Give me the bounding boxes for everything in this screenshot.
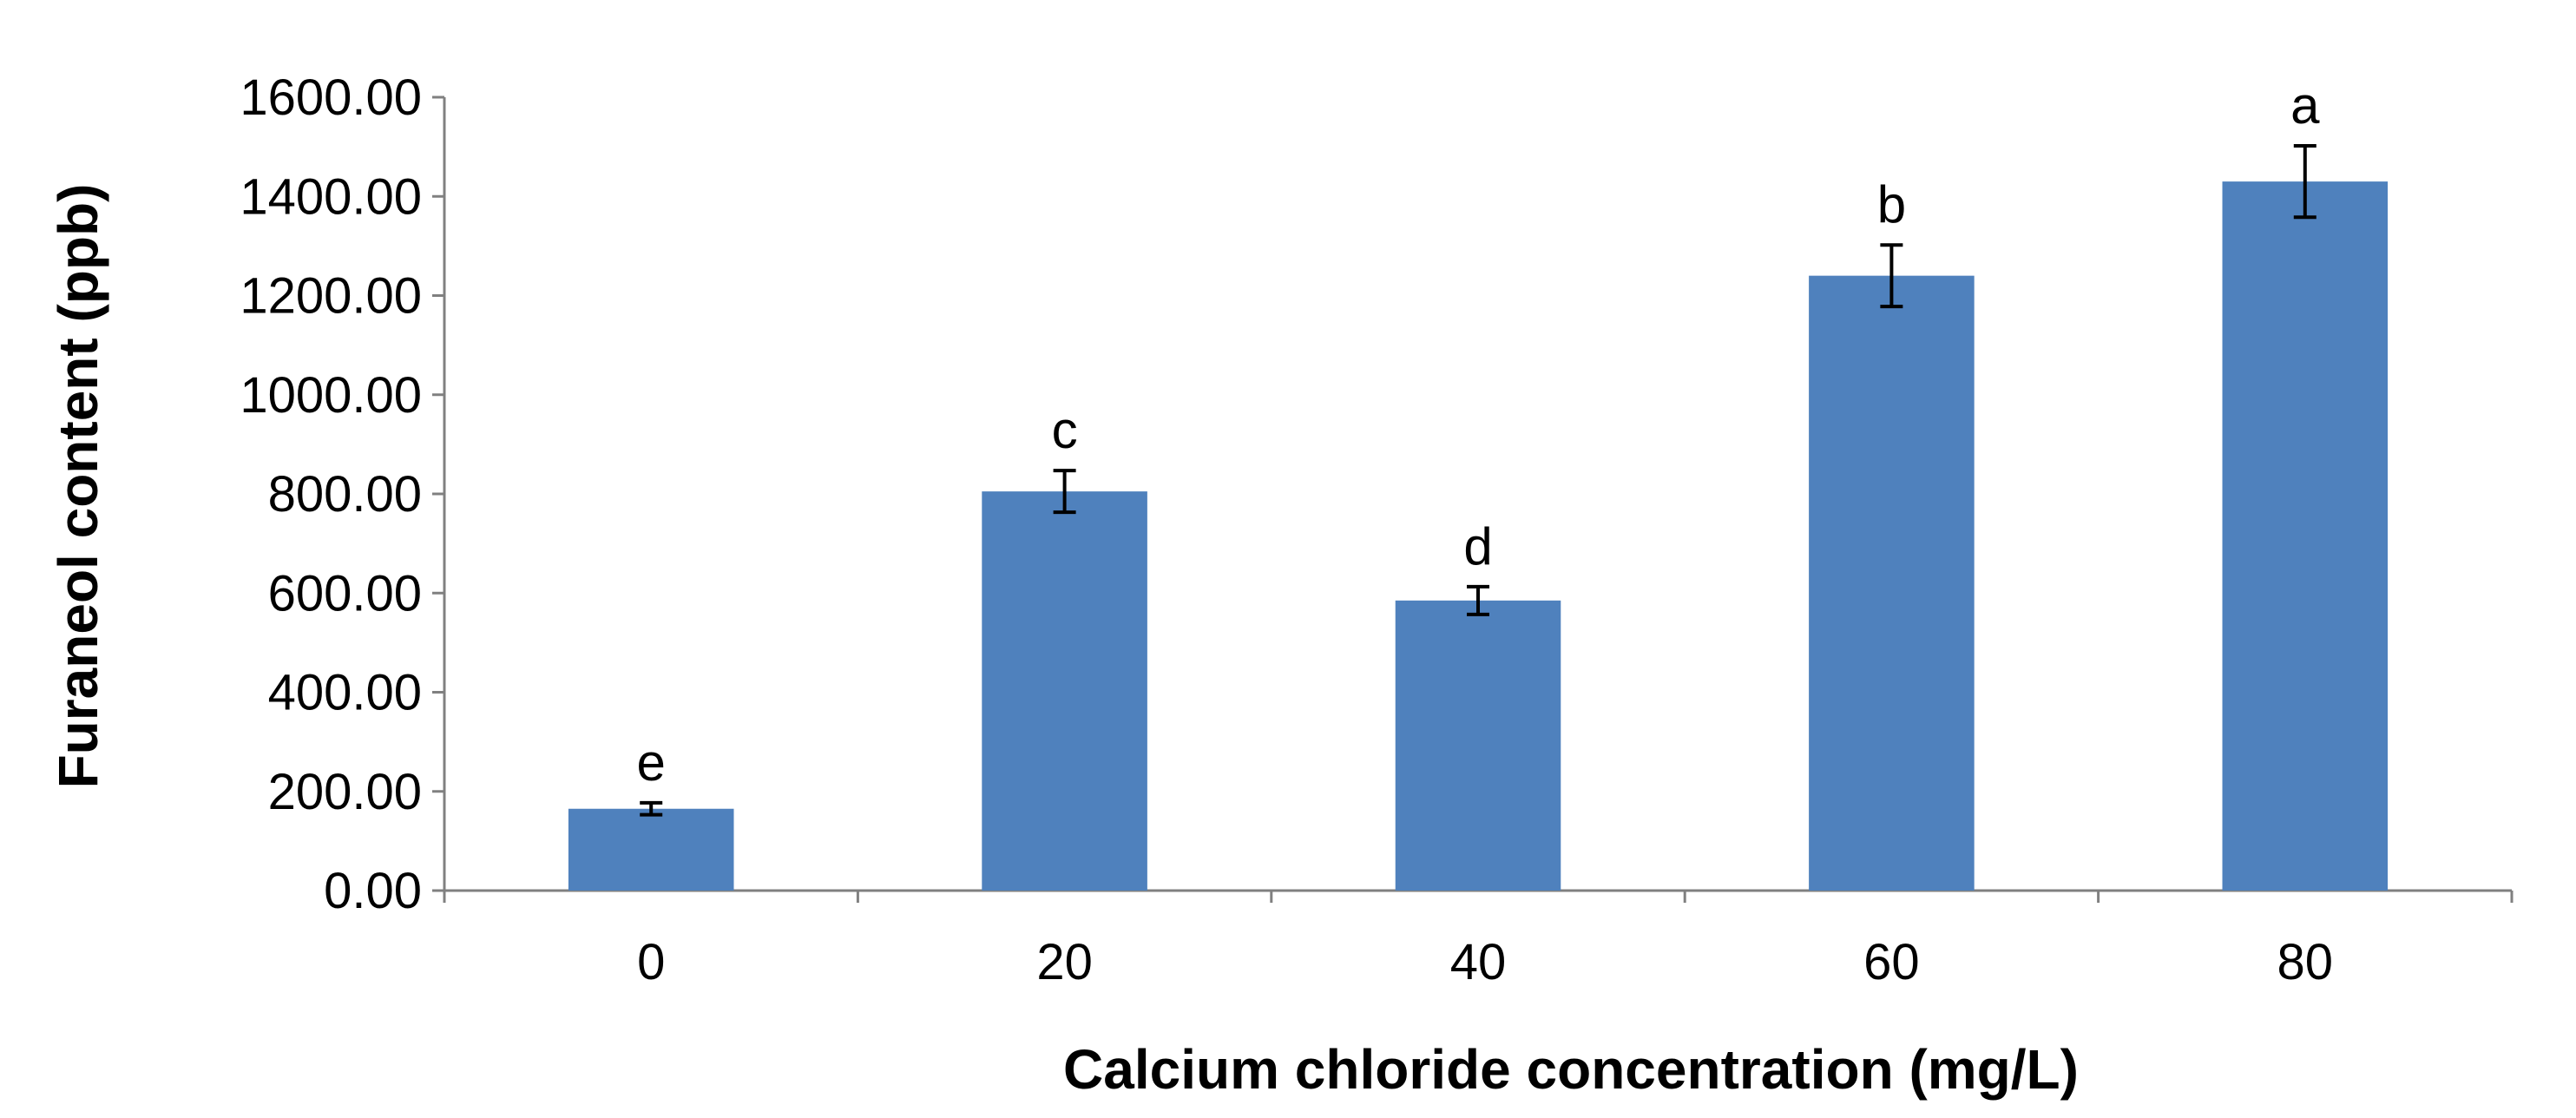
significance-label: b [1877,175,1906,233]
x-tick-label: 20 [1036,934,1093,990]
y-tick-label: 400.00 [268,665,422,721]
significance-label: e [637,733,666,792]
y-tick-label: 1600.00 [240,69,422,126]
y-tick-label: 800.00 [268,466,422,523]
bar [982,491,1147,891]
bar [2222,181,2389,891]
significance-label: d [1463,517,1492,575]
y-tick-label: 1000.00 [240,367,422,424]
y-axis: 0.00 200.00 400.00 600.00 800.00 1000.00 1200.… [240,69,446,919]
x-tick-label: 40 [1450,934,1507,990]
y-tick-label: 1400.00 [240,168,422,225]
y-axis-title: Furaneol content (ppb) [47,184,109,789]
y-tick-label: 0.00 [324,863,422,919]
x-tick-label: 60 [1863,934,1920,990]
x-axis-title: Calcium chloride concentration (mg/L) [1063,1038,2079,1101]
significance-label: c [1052,401,1078,459]
bar [1395,600,1561,891]
x-tick-label: 80 [2277,934,2334,990]
bar [1809,275,1975,891]
error-bars [640,143,2316,817]
y-tick-label: 1200.00 [240,268,422,325]
y-tick-label: 600.00 [268,565,422,621]
bar [568,808,734,891]
y-tick-label: 200.00 [268,764,422,820]
bars [568,181,2389,891]
x-tick-label: 0 [637,934,665,990]
x-axis: 0 20 40 60 80 [443,889,2514,990]
significance-label: a [2290,76,2320,135]
significance-labels: e c d b a [637,76,2321,792]
